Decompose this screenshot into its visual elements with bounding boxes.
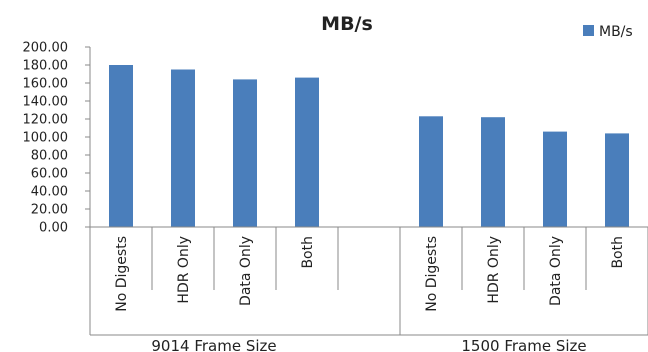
x-group-label: 9014 Frame Size (151, 337, 276, 352)
x-category-label: HDR Only (176, 236, 192, 304)
y-axis: 0.00 20.00 40.00 60.00 80.00 100.00 120.00 140.… (23, 41, 91, 236)
x-category-label: No Digests (424, 236, 440, 312)
bar (419, 116, 443, 227)
y-tick-label: 80.00 (31, 149, 68, 164)
bars (109, 65, 629, 228)
x-category-label: HDR Only (486, 236, 502, 304)
y-tick-label: 140.00 (23, 95, 69, 110)
x-category-label: No Digests (114, 236, 130, 312)
x-category-label: Data Only (548, 236, 564, 306)
y-tick-label: 40.00 (31, 185, 68, 200)
x-category-label: Data Only (238, 236, 254, 306)
chart-title: MB/s (321, 13, 373, 35)
y-tick-label: 100.00 (23, 131, 69, 146)
y-tick-label: 20.00 (31, 203, 68, 218)
x-group-label: 1500 Frame Size (461, 337, 586, 352)
y-tick-label: 0.00 (39, 221, 68, 236)
y-tick-label: 180.00 (23, 59, 69, 74)
legend: MB/s (583, 24, 633, 40)
bar (171, 69, 195, 227)
y-tick-label: 120.00 (23, 113, 69, 128)
x-category-label: Both (610, 236, 626, 269)
x-axis: No Digests HDR Only Data Only Both 9014 Fram… (89, 226, 648, 352)
bar (295, 77, 319, 227)
legend-swatch (583, 25, 594, 36)
bar (543, 131, 567, 227)
bar (605, 133, 629, 227)
y-tick-label: 160.00 (23, 77, 69, 92)
y-tick-label: 200.00 (23, 41, 69, 56)
bar (109, 65, 133, 227)
x-category-label: Both (300, 236, 316, 269)
legend-label: MB/s (599, 24, 633, 40)
bar (233, 79, 257, 228)
y-tick-label: 60.00 (31, 167, 68, 182)
bar (481, 117, 505, 227)
